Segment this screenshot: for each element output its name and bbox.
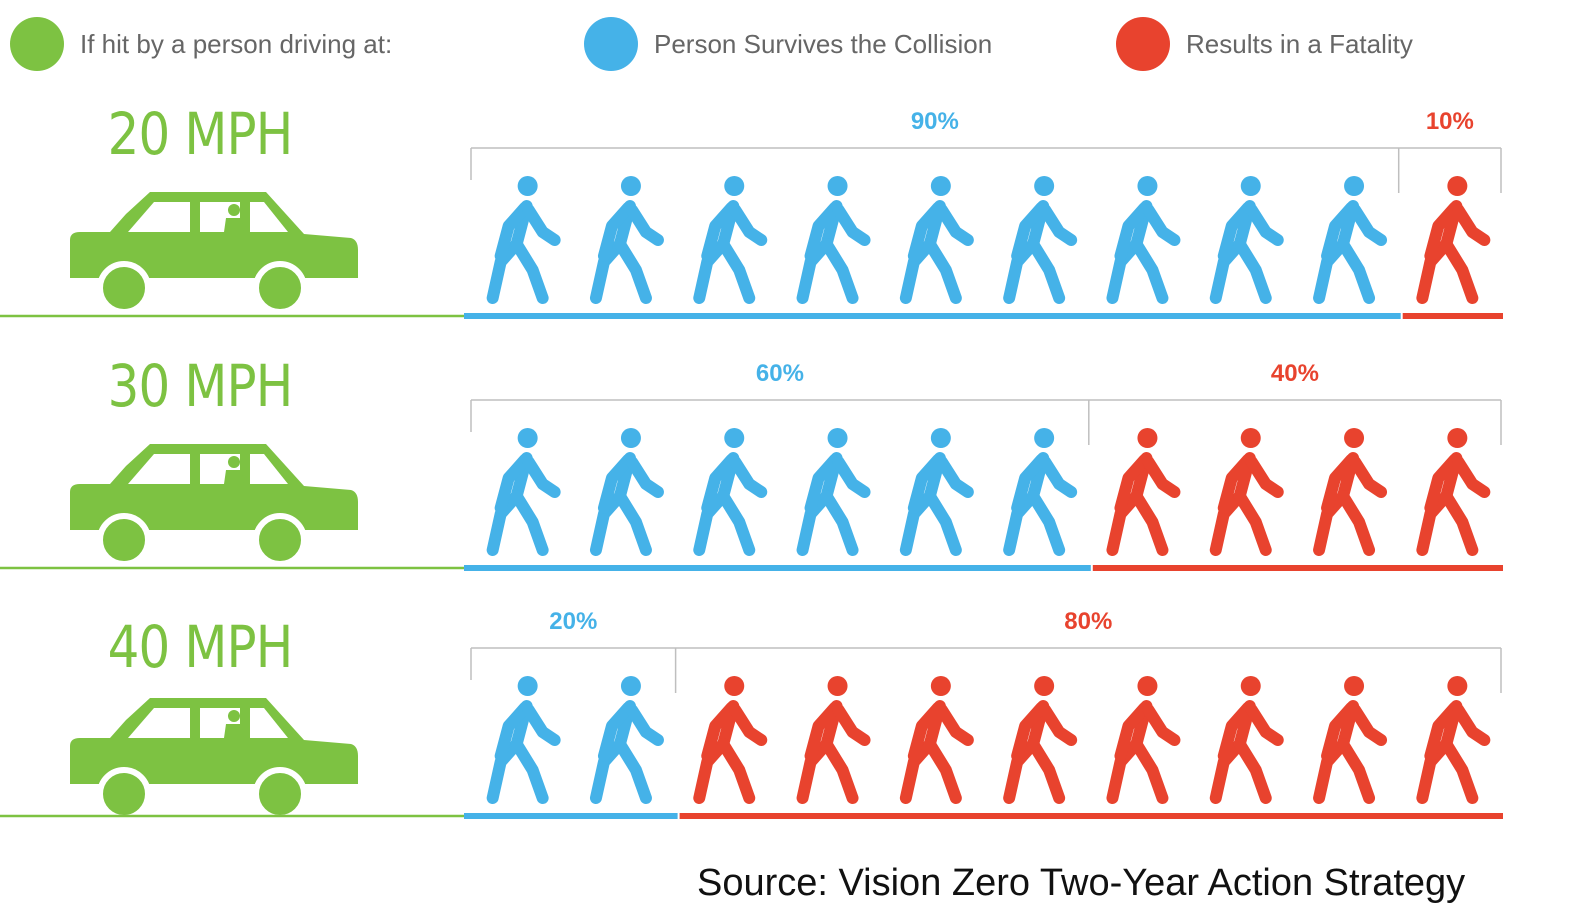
blue-dot-icon [584, 17, 638, 71]
survive-percent-label: 60% [756, 360, 804, 387]
pedestrian-survive-icon [486, 176, 561, 304]
pedestrian-survive-icon [693, 176, 768, 304]
survive-bar [464, 565, 1091, 571]
fatal-percent-label: 80% [1064, 608, 1112, 635]
legend-label-survive: Person Survives the Collision [654, 28, 993, 59]
fatal-bar [679, 813, 1503, 819]
pedestrian-fatal-icon [1313, 428, 1388, 556]
pedestrian-survive-icon [796, 428, 871, 556]
pedestrian-survive-icon [1106, 176, 1181, 304]
speed-label-20: 20 MPH [107, 100, 294, 168]
pedestrian-fatal-icon [1209, 428, 1284, 556]
survive-percent-label: 20% [549, 608, 597, 635]
pedestrian-survive-icon [486, 676, 561, 804]
pedestrian-fatal-icon [796, 676, 871, 804]
survive-bar [464, 813, 678, 819]
car-icon [70, 698, 358, 820]
fatal-bar [1402, 313, 1503, 319]
survive-bar [464, 313, 1401, 319]
pedestrian-survive-icon [1313, 176, 1388, 304]
pedestrian-survive-icon [1003, 428, 1078, 556]
legend-label-speed: If hit by a person driving at: [80, 28, 393, 59]
fatal-bar [1092, 565, 1503, 571]
legend-item-survive: Person Survives the Collision [584, 14, 992, 74]
pedestrian-fatal-icon [1416, 176, 1491, 304]
legend-item-fatal: Results in a Fatality [1116, 14, 1413, 74]
car-icon [70, 192, 358, 314]
pedestrian-fatal-icon [899, 676, 974, 804]
pedestrian-survive-icon [693, 428, 768, 556]
fatal-percent-label: 40% [1271, 360, 1319, 387]
pedestrian-survive-icon [796, 176, 871, 304]
fatal-percent-label: 10% [1426, 108, 1474, 135]
pedestrian-survive-icon [899, 176, 974, 304]
speed-label-40: 40 MPH [107, 613, 294, 681]
legend-label-fatal: Results in a Fatality [1186, 28, 1413, 59]
pedestrian-survive-icon [589, 428, 664, 556]
car-icon [70, 444, 358, 566]
pedestrian-fatal-icon [1416, 676, 1491, 804]
pedestrian-survive-icon [1003, 176, 1078, 304]
red-dot-icon [1116, 17, 1170, 71]
pedestrian-fatal-icon [1106, 428, 1181, 556]
pedestrian-survive-icon [486, 428, 561, 556]
pedestrian-survive-icon [589, 676, 664, 804]
pedestrian-survive-icon [589, 176, 664, 304]
survive-percent-label: 90% [911, 108, 959, 135]
pedestrian-survive-icon [899, 428, 974, 556]
pedestrian-survive-icon [1209, 176, 1284, 304]
speed-label-30: 30 MPH [107, 352, 294, 420]
pedestrian-fatal-icon [693, 676, 768, 804]
pedestrian-fatal-icon [1003, 676, 1078, 804]
source-text: Source: Vision Zero Two-Year Action Stra… [697, 862, 1466, 904]
pedestrian-fatal-icon [1209, 676, 1284, 804]
legend-item-speed: If hit by a person driving at: [10, 14, 392, 74]
pedestrian-fatal-icon [1313, 676, 1388, 804]
green-dot-icon [10, 17, 64, 71]
pedestrian-fatal-icon [1416, 428, 1491, 556]
pedestrian-fatal-icon [1106, 676, 1181, 804]
